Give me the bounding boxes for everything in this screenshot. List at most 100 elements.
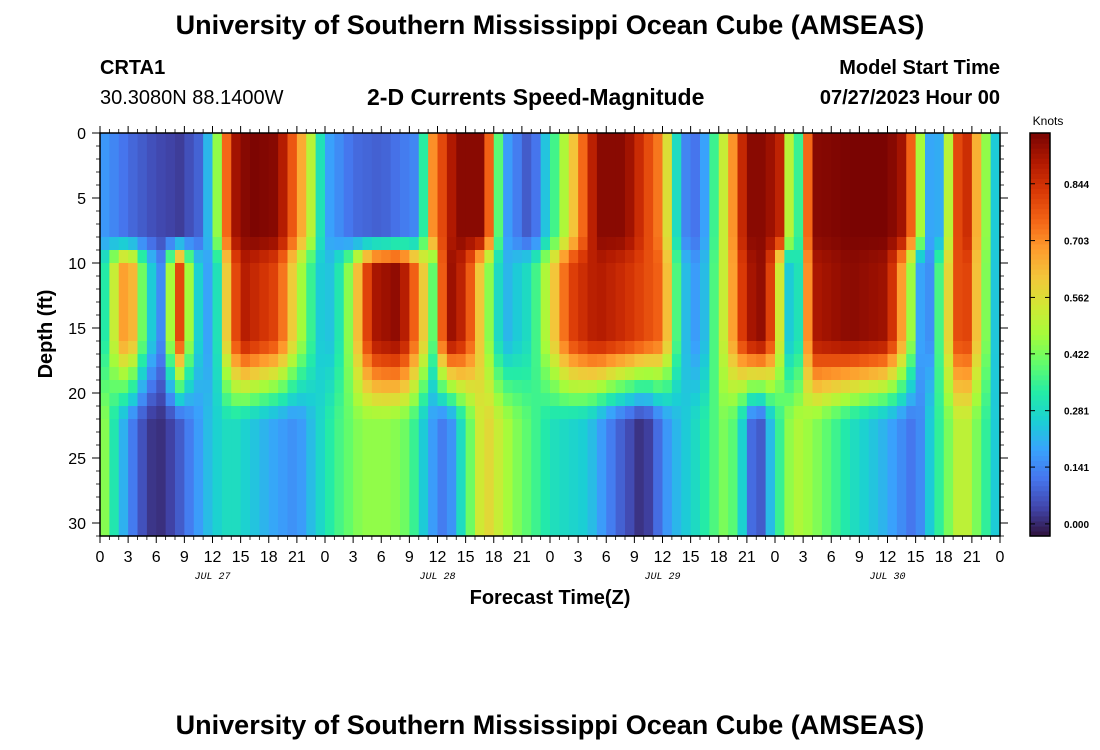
heatmap-cell: [353, 276, 364, 290]
heatmap-cell: [925, 497, 935, 511]
colorbar-swatch: [1030, 530, 1050, 537]
heatmap-cell: [334, 237, 345, 251]
heatmap-cell: [765, 276, 776, 290]
heatmap-cell: [231, 159, 242, 173]
heatmap-cell: [578, 328, 589, 342]
heatmap-cell: [503, 354, 514, 368]
heatmap-cell: [596, 484, 607, 498]
heatmap-cell: [250, 185, 260, 199]
heatmap-cell: [475, 458, 485, 472]
heatmap-cell: [296, 250, 307, 264]
heatmap-cell: [821, 302, 832, 316]
heatmap-cell: [662, 471, 673, 485]
heatmap-cell: [268, 159, 279, 173]
heatmap-cell: [231, 315, 242, 329]
heatmap-cell: [662, 419, 673, 433]
heatmap-cell: [550, 146, 560, 160]
heatmap-cell: [840, 172, 851, 186]
colorbar-swatch: [1030, 183, 1050, 190]
heatmap-cell: [428, 497, 439, 511]
heatmap-cell: [278, 315, 289, 329]
heatmap-cell: [971, 146, 982, 160]
heatmap-cell: [568, 380, 579, 394]
heatmap-cell: [840, 497, 851, 511]
heatmap-cell: [465, 484, 476, 498]
heatmap-cell: [381, 393, 392, 407]
heatmap-cell: [362, 419, 373, 433]
heatmap-cell: [887, 328, 898, 342]
heatmap-cell: [887, 406, 898, 420]
heatmap-cell: [446, 432, 457, 446]
heatmap-cell: [962, 198, 973, 212]
heatmap-cell: [709, 198, 720, 212]
colorbar-swatch: [1030, 520, 1050, 527]
heatmap-cell: [325, 380, 335, 394]
heatmap-cell: [221, 458, 232, 472]
heatmap-cell: [531, 341, 542, 355]
heatmap-cell: [887, 354, 898, 368]
heatmap-cell: [615, 211, 626, 225]
heatmap-cell: [981, 289, 992, 303]
heatmap-cell: [887, 471, 898, 485]
heatmap-cell: [381, 380, 392, 394]
heatmap-cell: [784, 354, 795, 368]
heatmap-cell: [662, 198, 673, 212]
heatmap-cell: [400, 510, 410, 524]
heatmap-cell: [756, 276, 767, 290]
heatmap-cell: [662, 458, 673, 472]
heatmap-cell: [315, 250, 326, 264]
heatmap-cell: [625, 419, 635, 433]
heatmap-cell: [353, 328, 364, 342]
heatmap-cell: [625, 523, 635, 537]
heatmap-cell: [475, 523, 485, 537]
heatmap-cell: [259, 159, 270, 173]
heatmap-cell: [868, 406, 879, 420]
heatmap-cell: [943, 419, 954, 433]
heatmap-cell: [596, 419, 607, 433]
heatmap-cell: [587, 211, 598, 225]
heatmap-cell: [193, 302, 204, 316]
heatmap-cell: [709, 263, 720, 277]
heatmap-cell: [465, 367, 476, 381]
heatmap-cell: [493, 497, 504, 511]
heatmap-cell: [596, 276, 607, 290]
heatmap-cell: [943, 510, 954, 524]
heatmap-cell: [784, 224, 795, 238]
heatmap-cell: [325, 341, 335, 355]
heatmap-cell: [446, 198, 457, 212]
heatmap-cell: [746, 354, 757, 368]
heatmap-cell: [484, 211, 495, 225]
heatmap-cell: [943, 523, 954, 537]
heatmap-cell: [334, 146, 345, 160]
heatmap-cell: [306, 445, 317, 459]
heatmap-cell: [559, 341, 570, 355]
heatmap-cell: [231, 367, 242, 381]
heatmap-cell: [859, 315, 870, 329]
heatmap-cell: [840, 432, 851, 446]
heatmap-cell: [878, 289, 889, 303]
heatmap-cell: [690, 133, 701, 147]
heatmap-cell: [184, 250, 195, 264]
heatmap-cell: [690, 471, 701, 485]
heatmap-cell: [512, 159, 523, 173]
heatmap-cell: [746, 302, 757, 316]
heatmap-cell: [165, 341, 176, 355]
heatmap-cell: [400, 146, 410, 160]
heatmap-cell: [221, 224, 232, 238]
heatmap-cell: [859, 445, 870, 459]
heatmap-cell: [681, 471, 692, 485]
heatmap-cell: [128, 445, 139, 459]
heatmap-cell: [568, 146, 579, 160]
heatmap-cell: [671, 393, 682, 407]
heatmap-cell: [100, 224, 110, 238]
heatmap-cell: [437, 224, 448, 238]
heatmap-cell: [887, 367, 898, 381]
heatmap-cell: [756, 497, 767, 511]
heatmap-cell: [278, 224, 289, 238]
heatmap-cell: [803, 341, 814, 355]
heatmap-cell: [878, 419, 889, 433]
colorbar-swatch: [1030, 274, 1050, 280]
heatmap-cell: [137, 289, 148, 303]
heatmap-cell: [765, 302, 776, 316]
heatmap-cell: [653, 185, 664, 199]
